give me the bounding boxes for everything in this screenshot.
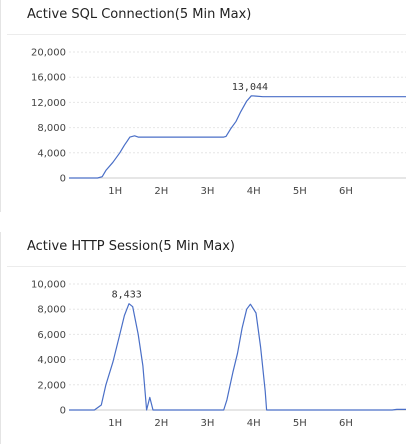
http-x-tick-label: 6H xyxy=(339,418,353,429)
sql-y-tick-label: 16,000 xyxy=(31,73,66,84)
http-x-tick-label: 3H xyxy=(201,418,215,429)
sql-x-tick-label: 5H xyxy=(293,186,307,197)
sql-connection-chart: 0 4,000 8,000 12,000 16,000 20,000 1H 2H 3H 4H 5H 6… xyxy=(31,48,406,197)
http-title-divider xyxy=(7,266,406,267)
http-series-line xyxy=(69,303,406,411)
http-y-tick-label: 10,000 xyxy=(31,280,66,291)
sql-title-divider xyxy=(7,34,406,35)
http-x-tick-label: 4H xyxy=(247,418,261,429)
sql-x-tick-label: 1H xyxy=(108,186,122,197)
http-y-tick-label: 4,000 xyxy=(37,355,66,366)
http-y-tick-label: 0 xyxy=(60,406,66,417)
sql-connection-panel: Active SQL Connection(5 Min Max) 0 4,000 8… xyxy=(0,0,406,212)
sql-x-tick-label: 6H xyxy=(339,186,353,197)
http-x-tick-label: 1H xyxy=(108,418,122,429)
http-x-tick-label: 2H xyxy=(154,418,168,429)
sql-chart-title: Active SQL Connection(5 Min Max) xyxy=(27,7,252,22)
http-y-tick-label: 8,000 xyxy=(37,305,66,316)
sql-x-tick-label: 4H xyxy=(247,186,261,197)
sql-y-tick-label: 0 xyxy=(60,174,66,185)
http-chart-title: Active HTTP Session(5 Min Max) xyxy=(27,239,235,254)
sql-x-tick-label: 2H xyxy=(154,186,168,197)
sql-y-tick-label: 8,000 xyxy=(37,123,66,134)
sql-x-tick-label: 3H xyxy=(201,186,215,197)
sql-y-tick-label: 20,000 xyxy=(31,48,66,59)
http-y-tick-label: 6,000 xyxy=(37,330,66,341)
http-peak-annotation: 8,433 xyxy=(112,290,142,301)
http-x-tick-label: 5H xyxy=(293,418,307,429)
sql-y-tick-label: 4,000 xyxy=(37,148,66,159)
http-session-panel: Active HTTP Session(5 Min Max) 0 2,000 4,0… xyxy=(0,232,406,444)
sql-peak-annotation: 13,044 xyxy=(232,82,268,93)
sql-series-line xyxy=(69,95,406,179)
http-session-chart: 0 2,000 4,000 6,000 8,000 10,000 1H 2H 3H 4H 5H 6H 8… xyxy=(31,280,406,429)
sql-y-tick-label: 12,000 xyxy=(31,98,66,109)
http-y-tick-label: 2,000 xyxy=(37,380,66,391)
